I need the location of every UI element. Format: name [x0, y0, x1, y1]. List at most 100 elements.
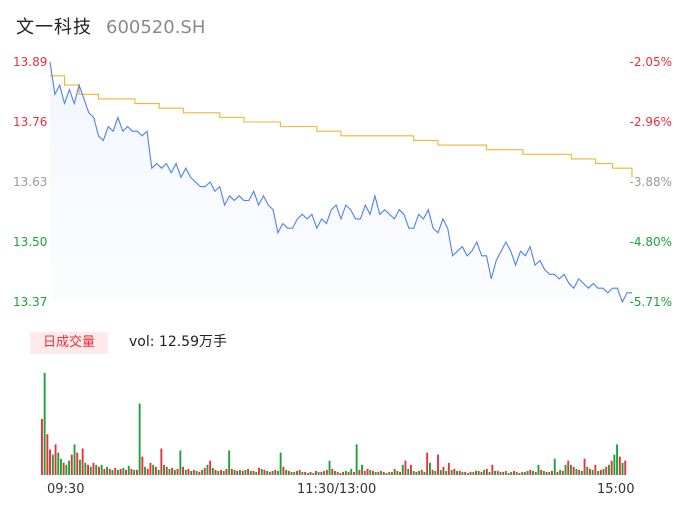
volume-bar [502, 471, 505, 475]
volume-bar [252, 470, 255, 475]
volume-bar [184, 469, 187, 475]
volume-bar [591, 469, 594, 475]
volume-bar [521, 471, 524, 475]
volume-bar [222, 470, 225, 475]
volume-bar [548, 471, 551, 475]
volume-bar [57, 452, 60, 475]
volume-bar [309, 471, 312, 475]
volume-bar [534, 471, 537, 475]
volume-bar [412, 470, 415, 475]
volume-bar [602, 468, 605, 475]
volume-bar [146, 468, 149, 475]
volume-bar [206, 464, 209, 475]
volume-bar [328, 460, 331, 475]
time-tick-close: 15:00 [597, 482, 635, 497]
volume-bar [127, 465, 130, 475]
volume-bar [361, 464, 363, 475]
volume-bar [141, 456, 144, 475]
volume-bar [407, 468, 410, 475]
pct-tick-3: -4.80% [629, 235, 672, 249]
volume-bar [366, 468, 369, 475]
volume-bar [336, 471, 339, 475]
volume-bar [173, 469, 176, 475]
volume-bar [244, 469, 247, 475]
volume-bar [488, 471, 491, 475]
volume-bar [171, 467, 174, 475]
volume-bar [583, 458, 586, 475]
volume-bar [323, 470, 325, 475]
volume-bar [494, 470, 496, 475]
volume-bar [377, 471, 380, 475]
volume-bar [496, 470, 499, 475]
volume-bar [225, 468, 228, 475]
volume-bar [211, 467, 214, 475]
price-line [49, 61, 632, 304]
volume-bar [570, 464, 572, 475]
volume-bar [154, 466, 157, 475]
average-price-line [50, 75, 633, 178]
volume-bar [274, 469, 277, 475]
volume-bar [230, 468, 233, 475]
volume-bar [504, 470, 507, 475]
volume-bar [442, 466, 445, 475]
volume-bar [165, 466, 168, 475]
daily-volume-tag[interactable]: 日成交量 [30, 332, 108, 354]
volume-bar [106, 466, 108, 475]
stock-header: 文一科技 600520.SH [16, 13, 205, 39]
volume-bar [209, 460, 212, 475]
volume-bar [296, 470, 298, 475]
volume-bar [279, 452, 282, 475]
volume-bar [342, 471, 344, 475]
price-panel [49, 61, 633, 304]
volume-bar [271, 470, 274, 475]
volume-bar [532, 470, 534, 475]
volume-bar [73, 444, 76, 475]
volume-bar [399, 471, 401, 475]
volume-bar [551, 470, 553, 475]
time-tick-open: 09:30 [47, 482, 85, 497]
volume-bar [306, 473, 309, 475]
volume-bar [79, 459, 81, 475]
volume-bar [404, 460, 407, 475]
volume-bar [542, 470, 545, 475]
volume-bar [187, 468, 190, 475]
volume-bar [285, 469, 288, 475]
volume-bar [68, 460, 70, 475]
volume-bar [363, 470, 366, 475]
volume-bar [160, 448, 163, 475]
volume-bar [610, 460, 613, 475]
volume-bar [287, 470, 290, 475]
volume-bar [241, 470, 244, 475]
volume-bar [415, 471, 418, 475]
volume-bar [54, 444, 57, 475]
volume-bar [589, 468, 591, 475]
volume-bar [396, 470, 399, 475]
volume-bar [472, 471, 475, 475]
pct-tick-2: -3.88% [629, 175, 672, 189]
volume-bar [453, 468, 456, 475]
volume-bar [393, 468, 396, 475]
volume-bar [559, 469, 562, 475]
volume-bar [179, 450, 182, 475]
volume-bar [258, 467, 260, 475]
volume-bar [434, 470, 437, 475]
volume-bar [513, 470, 515, 475]
volume-bar [325, 469, 328, 475]
volume-readout: vol: 12.59万手 [129, 334, 227, 350]
volume-bar [605, 466, 608, 475]
price-tick-2: 13.63 [13, 175, 48, 189]
volume-bar [597, 470, 600, 475]
volume-bar [277, 470, 279, 475]
volume-bar [567, 460, 570, 475]
volume-bar [133, 469, 136, 475]
volume-bar [464, 471, 467, 475]
volume-bar [92, 462, 95, 475]
volume-bar [76, 452, 79, 475]
volume-bar [475, 470, 477, 475]
volume-bar [87, 464, 89, 475]
volume-bar [84, 462, 87, 475]
volume-bar [70, 454, 73, 475]
volume-bar [347, 471, 350, 475]
volume-bar [247, 468, 250, 475]
volume-bar [334, 470, 336, 475]
